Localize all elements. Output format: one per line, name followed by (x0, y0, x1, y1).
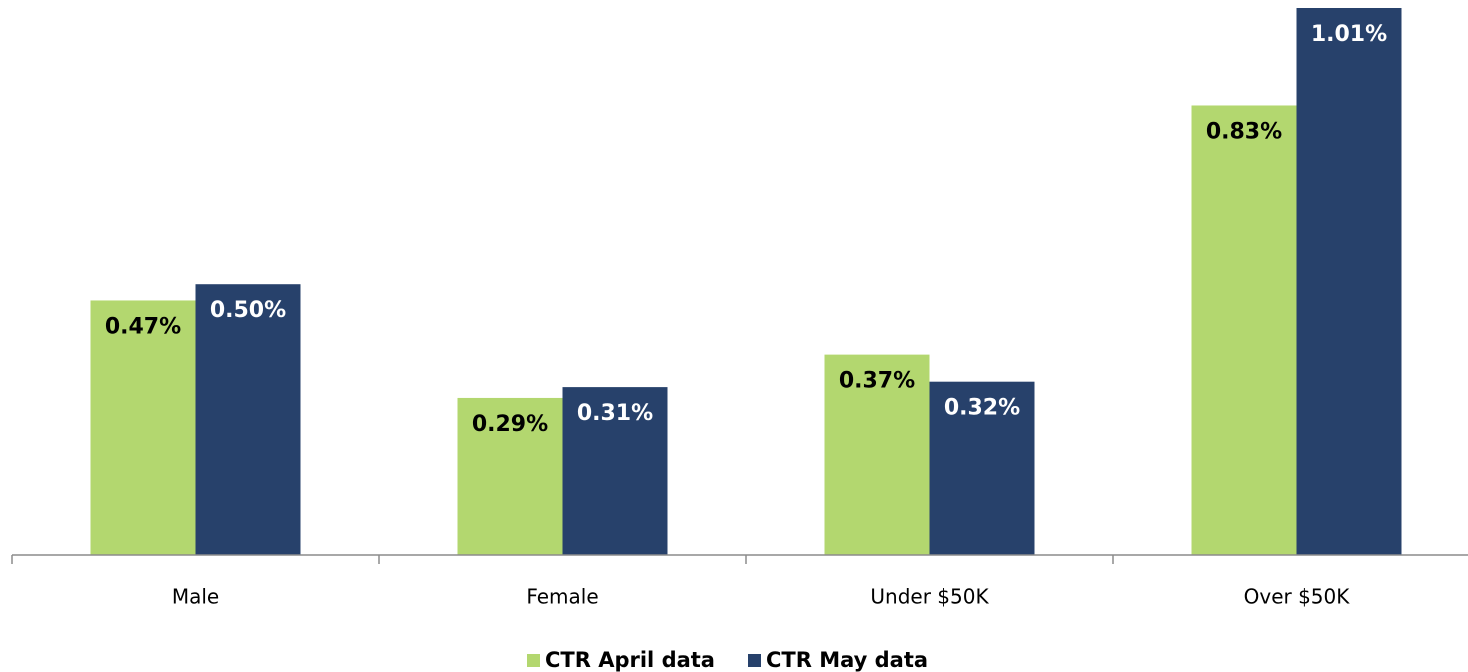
bar (824, 354, 930, 555)
legend-swatch (527, 654, 540, 667)
x-tick-label: Female (526, 585, 598, 609)
bar (195, 284, 301, 555)
bar (929, 381, 1035, 555)
value-label: 0.37% (839, 369, 915, 394)
x-tick-label: Male (172, 585, 219, 609)
bar (457, 397, 563, 555)
value-label: 0.47% (105, 314, 181, 339)
legend-label: CTR May data (766, 648, 928, 672)
bar (1296, 8, 1402, 555)
value-label: 0.29% (472, 412, 548, 437)
value-label: 0.83% (1206, 119, 1282, 144)
value-label: 0.31% (577, 401, 653, 426)
x-tick-label: Under $50K (870, 585, 989, 609)
value-label: 1.01% (1311, 22, 1387, 47)
value-label: 0.32% (944, 396, 1020, 421)
bar (90, 300, 196, 555)
legend-swatch (748, 654, 761, 667)
value-label: 0.50% (210, 298, 286, 323)
legend-label: CTR April data (545, 648, 715, 672)
bar (562, 387, 668, 555)
bar (1191, 105, 1297, 556)
x-tick-label: Over $50K (1244, 585, 1351, 609)
